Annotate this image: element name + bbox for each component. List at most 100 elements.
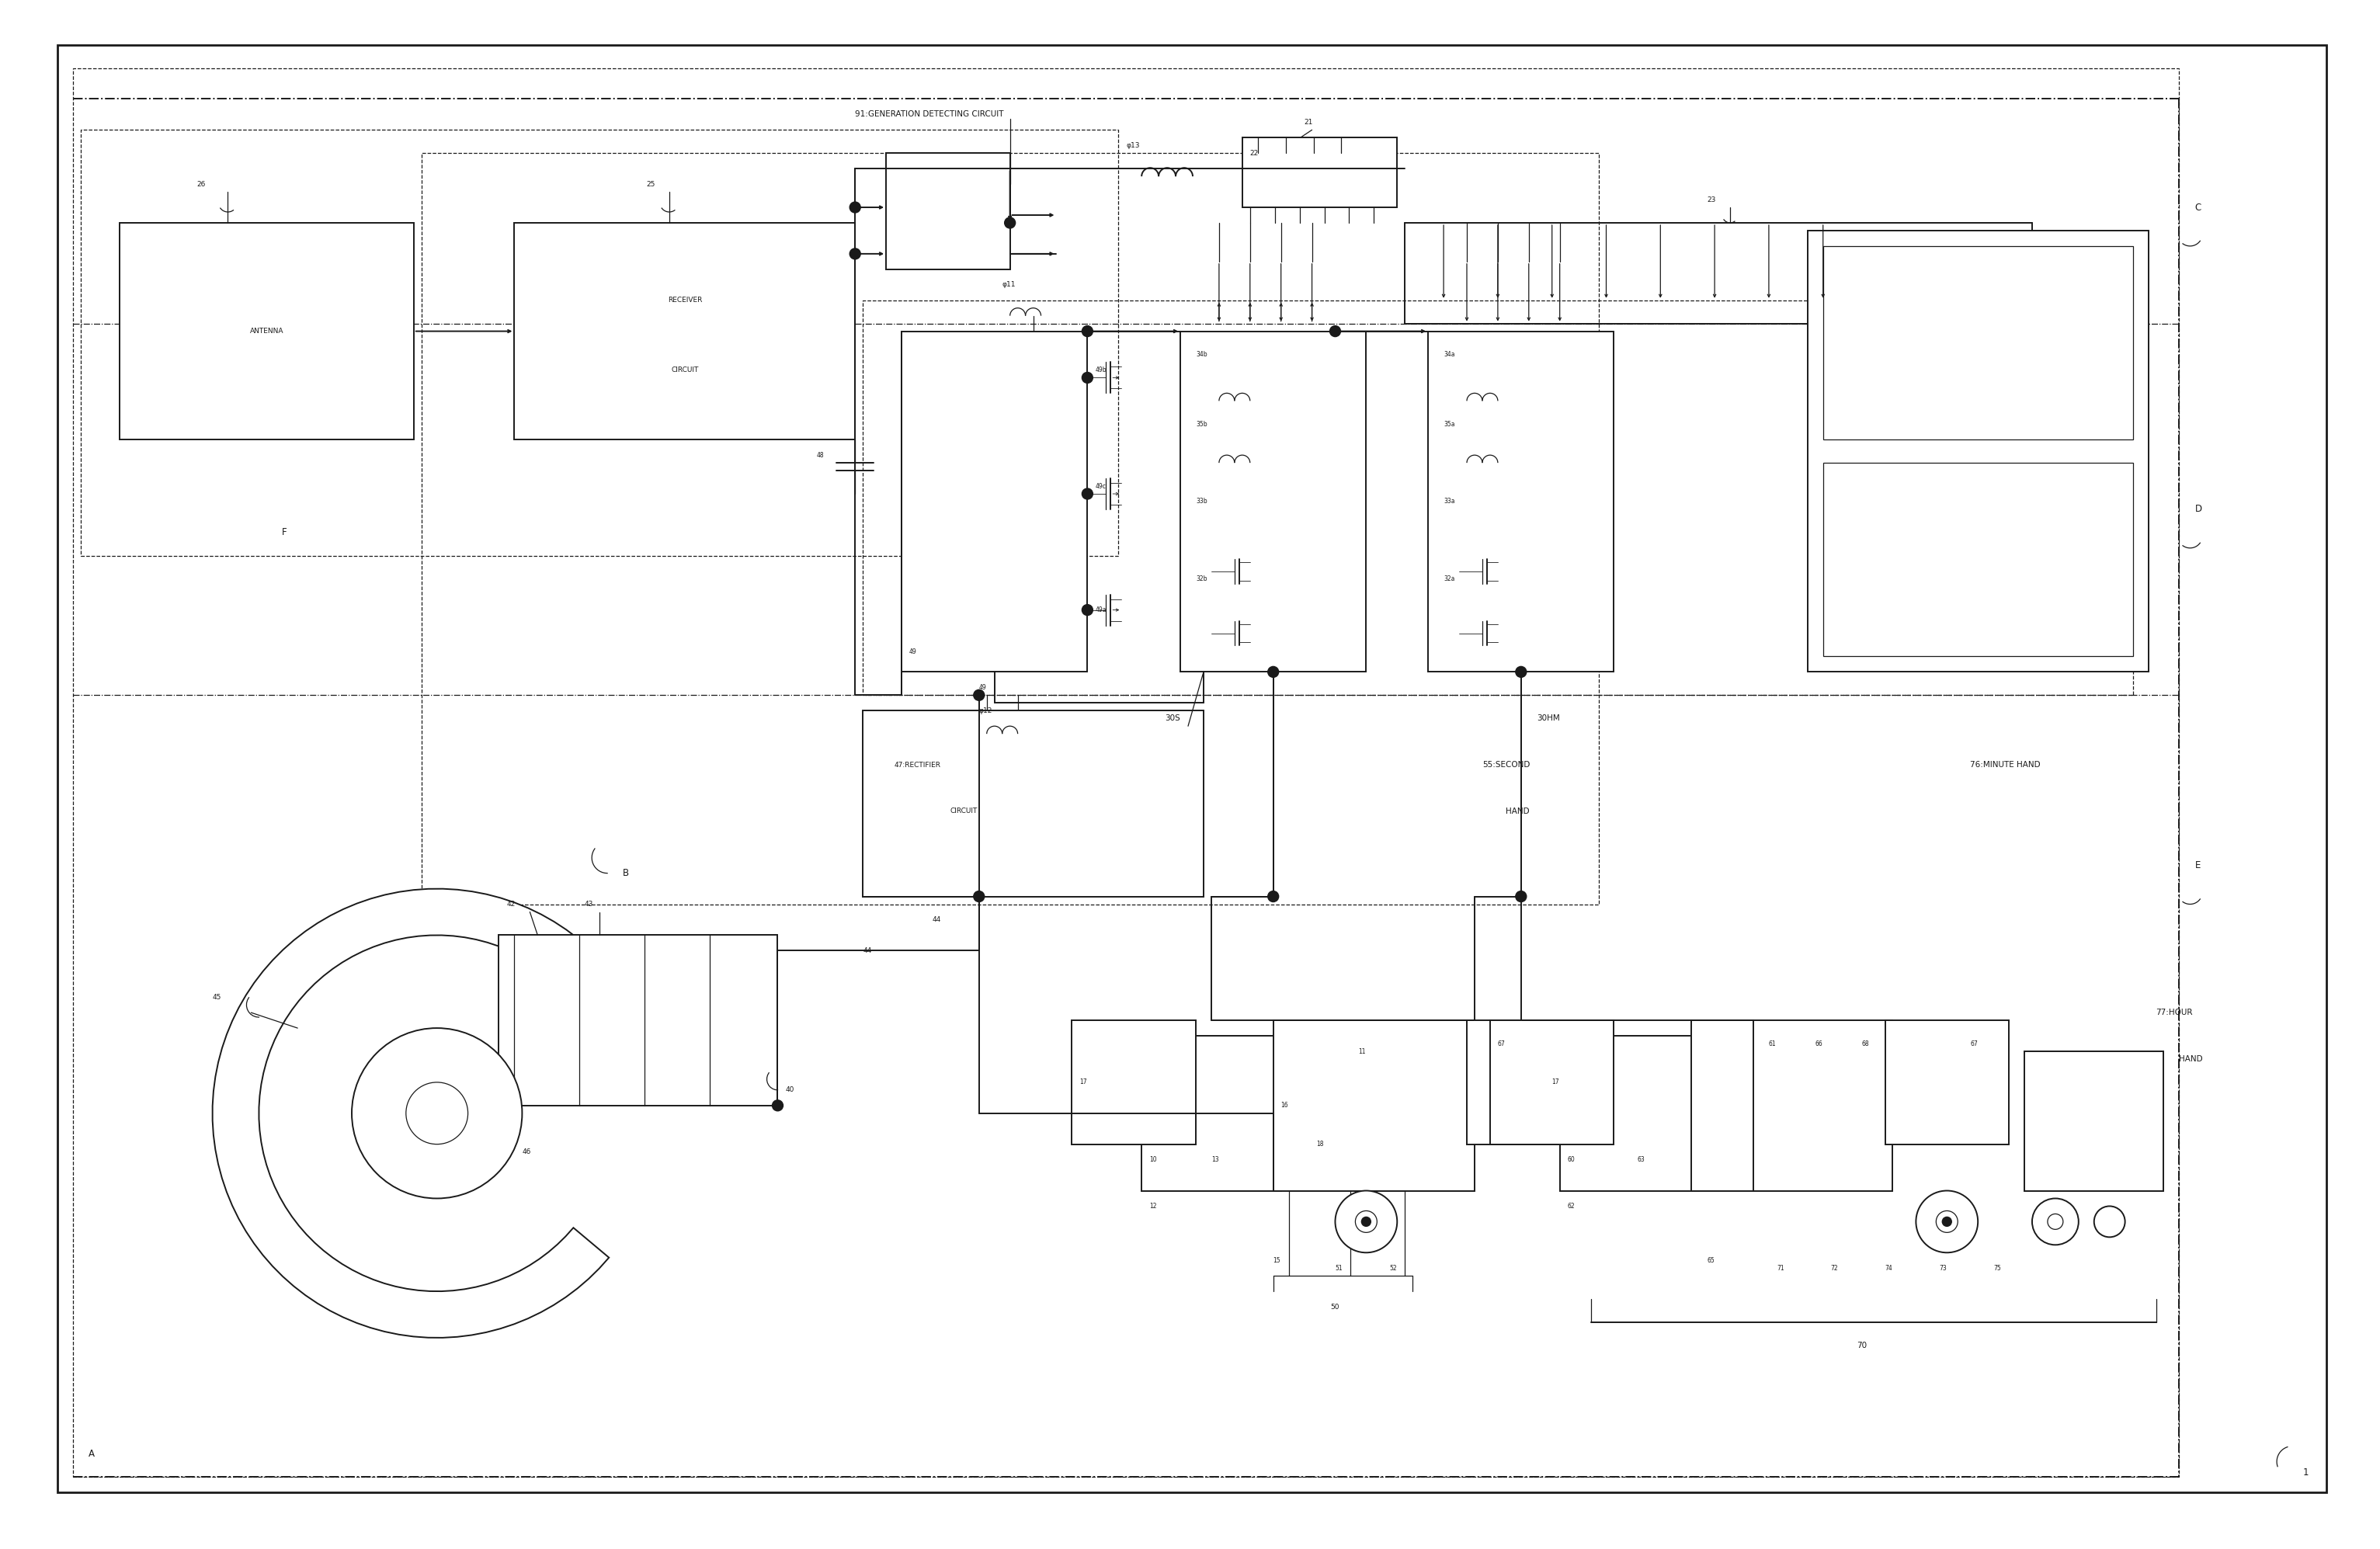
FancyBboxPatch shape [1180,331,1366,672]
Text: 35b: 35b [1195,421,1207,428]
Text: 65: 65 [1706,1256,1714,1264]
Text: 40: 40 [785,1086,795,1094]
Bar [74,68,2180,1478]
FancyBboxPatch shape [1806,231,2149,672]
FancyBboxPatch shape [1142,1036,1280,1191]
Text: 61: 61 [1768,1039,1775,1047]
FancyBboxPatch shape [2025,1052,2163,1191]
Circle shape [2047,1214,2063,1230]
FancyBboxPatch shape [1428,331,1614,672]
FancyBboxPatch shape [1823,463,2132,657]
Circle shape [1516,666,1526,677]
Text: 49b: 49b [1095,367,1107,373]
Text: 10: 10 [1150,1156,1157,1163]
Text: C: C [2194,203,2202,212]
Polygon shape [212,889,640,1338]
Text: 68: 68 [1861,1039,1868,1047]
FancyBboxPatch shape [885,153,1009,270]
Text: 30S: 30S [1164,714,1180,722]
Text: 17: 17 [1081,1078,1088,1086]
Circle shape [2094,1207,2125,1238]
Circle shape [1361,1218,1371,1227]
Circle shape [1083,325,1092,336]
Text: 16: 16 [1280,1101,1288,1109]
Text: 91:GENERATION DETECTING CIRCUIT: 91:GENERATION DETECTING CIRCUIT [854,110,1004,118]
Text: 13: 13 [1211,1156,1219,1163]
Text: 76:MINUTE HAND: 76:MINUTE HAND [1971,761,2040,768]
FancyBboxPatch shape [864,711,1204,897]
Text: A: A [88,1448,95,1459]
Text: 50: 50 [1330,1303,1340,1310]
Text: 70: 70 [1856,1341,1866,1349]
Text: 67: 67 [1497,1039,1507,1047]
Text: 72: 72 [1830,1264,1837,1272]
Text: 25: 25 [645,181,654,187]
Text: ANTENNA: ANTENNA [250,328,283,335]
Circle shape [1516,891,1526,902]
FancyBboxPatch shape [1692,1021,1892,1191]
Text: 51: 51 [1335,1264,1342,1272]
Circle shape [1083,372,1092,383]
Text: HAND: HAND [2180,1055,2204,1063]
Text: 44: 44 [933,915,940,923]
Text: 45: 45 [212,993,221,1001]
Text: 23: 23 [1706,197,1716,203]
Text: 49: 49 [978,685,988,691]
Text: 33b: 33b [1195,499,1207,505]
FancyBboxPatch shape [1559,1036,1699,1191]
Text: 66: 66 [1816,1039,1823,1047]
Circle shape [352,1029,521,1199]
FancyBboxPatch shape [1885,1021,2009,1145]
Circle shape [1935,1211,1959,1233]
Circle shape [771,1100,783,1111]
Text: 49c: 49c [1095,483,1107,489]
Text: 30HM: 30HM [1537,714,1559,722]
FancyBboxPatch shape [1242,138,1397,208]
Text: 74: 74 [1885,1264,1892,1272]
Text: 11: 11 [1359,1047,1366,1055]
Circle shape [407,1083,469,1145]
Text: 71: 71 [1775,1264,1785,1272]
FancyBboxPatch shape [119,223,414,440]
Text: E: E [2194,860,2202,871]
Circle shape [1083,488,1092,499]
Text: 52: 52 [1390,1264,1397,1272]
Circle shape [1330,325,1340,336]
Text: 62: 62 [1568,1202,1576,1210]
Text: 60: 60 [1568,1156,1576,1163]
Circle shape [1942,1218,1952,1227]
Text: 1: 1 [2304,1467,2309,1478]
Text: 43: 43 [583,900,593,908]
Text: 46: 46 [521,1148,531,1156]
Circle shape [1269,666,1278,677]
Text: φ13: φ13 [1126,143,1140,149]
Text: CIRCUIT: CIRCUIT [671,367,697,373]
Circle shape [1354,1211,1378,1233]
Text: 63: 63 [1637,1156,1645,1163]
FancyBboxPatch shape [1071,1021,1195,1145]
Text: 12: 12 [1150,1202,1157,1210]
Circle shape [973,891,985,902]
Text: CIRCUIT: CIRCUIT [950,807,978,815]
Text: 55:SECOND: 55:SECOND [1483,761,1530,768]
Text: 34b: 34b [1195,352,1207,358]
Circle shape [1269,891,1278,902]
Bar [421,153,1599,905]
Text: 15: 15 [1273,1256,1280,1264]
Text: 21: 21 [1304,119,1314,125]
Text: 35a: 35a [1445,421,1454,428]
Text: 17: 17 [1552,1078,1559,1086]
Text: 22: 22 [1250,150,1259,156]
Text: 49a: 49a [1095,607,1107,613]
Text: 73: 73 [1940,1264,1947,1272]
Text: 75: 75 [1994,1264,2002,1272]
Circle shape [850,201,862,212]
FancyBboxPatch shape [57,45,2325,1493]
Text: 77:HOUR: 77:HOUR [2156,1008,2192,1016]
Circle shape [1083,604,1092,615]
FancyBboxPatch shape [500,936,778,1106]
Text: 67: 67 [1971,1039,1978,1047]
Text: B: B [624,867,628,878]
Circle shape [1004,217,1016,228]
Text: 42: 42 [507,900,516,908]
